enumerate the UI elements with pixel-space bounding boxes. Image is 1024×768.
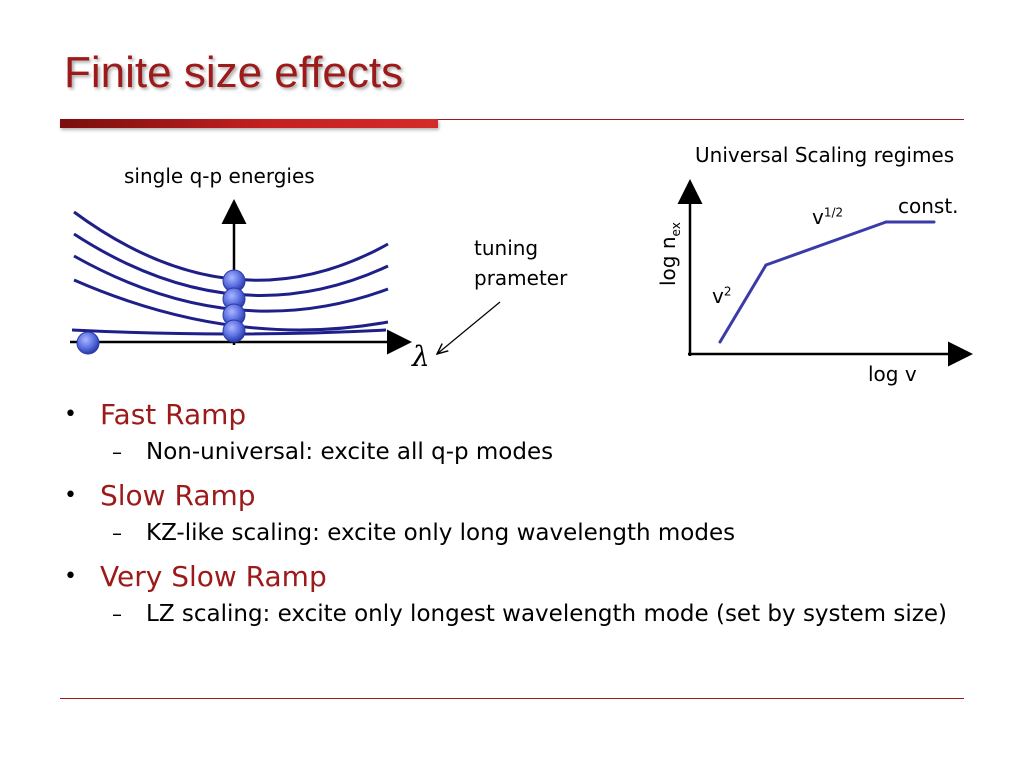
bullet-fast-ramp: • Fast Ramp (64, 398, 247, 431)
subbullet-very-slow-ramp: – LZ scaling: excite only longest wavelen… (112, 601, 947, 627)
scaling-segment-v-half (764, 220, 888, 267)
segment-label-v-half: v1/2 (812, 205, 844, 229)
quasiparticle-ball (76, 331, 100, 355)
segment-label-const: const. (898, 194, 959, 218)
slide-title: Finite size effects (64, 48, 404, 97)
chart-title: Universal Scaling regimes (695, 143, 955, 167)
bullet-slow-ramp: • Slow Ramp (64, 479, 256, 512)
footer-rule (60, 698, 964, 699)
chart-xlabel: log v (868, 362, 917, 386)
energies-label: single q-p energies (124, 164, 315, 188)
title-underline-thick (60, 119, 438, 128)
quasiparticle-ball (222, 319, 246, 343)
bullet-very-slow-ramp: • Very Slow Ramp (64, 560, 327, 593)
scaling-segment-v2 (718, 263, 768, 344)
subbullet-fast-ramp: – Non-universal: excite all q-p modes (112, 439, 554, 465)
tuning-label-line2: prameter (474, 266, 568, 290)
segment-label-v2: v2 (712, 284, 732, 308)
lambda-symbol: λ (411, 340, 430, 373)
chart-ylabel: log nex (656, 222, 683, 286)
bullet-list: • Fast Ramp – Non-universal: excite all q-… (60, 392, 970, 639)
tuning-pointer-arrow (437, 301, 501, 354)
title-underline-thin (438, 119, 964, 120)
tuning-label-line1: tuning (474, 236, 539, 260)
subbullet-slow-ramp: – KZ-like scaling: excite only long wavel… (112, 520, 736, 546)
